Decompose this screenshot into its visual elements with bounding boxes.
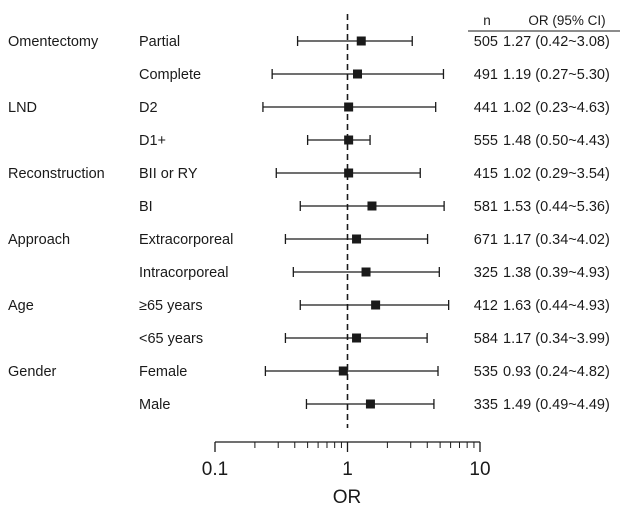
or-point xyxy=(352,333,362,343)
or-point xyxy=(338,366,348,376)
header-or-ci: OR (95% CI) xyxy=(528,13,605,28)
or-ci-value: 1.02 (0.29~3.54) xyxy=(503,166,610,182)
or-ci-value: 1.48 (0.50~4.43) xyxy=(503,133,610,149)
subgroup-label: Partial xyxy=(139,34,180,50)
or-point xyxy=(361,267,371,277)
or-ci-value: 1.38 (0.39~4.93) xyxy=(503,265,610,281)
or-point xyxy=(356,36,366,46)
n-value: 505 xyxy=(474,34,498,50)
or-point xyxy=(344,102,354,112)
n-value: 325 xyxy=(474,265,498,281)
n-value: 335 xyxy=(474,397,498,413)
or-point xyxy=(344,168,354,178)
or-ci-value: 1.63 (0.44~4.93) xyxy=(503,298,610,314)
subgroup-label: D2 xyxy=(139,100,158,116)
or-ci-value: 0.93 (0.24~4.82) xyxy=(503,364,610,380)
n-value: 584 xyxy=(474,331,498,347)
group-label: LND xyxy=(8,100,37,116)
or-point xyxy=(365,399,375,409)
subgroup-label: BII or RY xyxy=(139,166,198,182)
or-ci-value: 1.27 (0.42~3.08) xyxy=(503,34,610,50)
subgroup-label: Intracorporeal xyxy=(139,265,228,281)
n-value: 555 xyxy=(474,133,498,149)
group-label: Gender xyxy=(8,364,57,380)
subgroup-label: D1+ xyxy=(139,133,166,149)
subgroup-label: <65 years xyxy=(139,331,203,347)
or-point xyxy=(344,135,354,145)
or-point xyxy=(367,201,377,211)
or-ci-value: 1.17 (0.34~4.02) xyxy=(503,232,610,248)
or-ci-value: 1.53 (0.44~5.36) xyxy=(503,199,610,215)
group-label: Omentectomy xyxy=(8,34,99,50)
or-point xyxy=(352,234,362,244)
tick-label: 10 xyxy=(469,459,490,480)
n-value: 671 xyxy=(474,232,498,248)
or-ci-value: 1.02 (0.23~4.63) xyxy=(503,100,610,116)
n-value: 491 xyxy=(474,67,498,83)
subgroup-label: BI xyxy=(139,199,153,215)
subgroup-label: Extracorporeal xyxy=(139,232,233,248)
tick-label: 0.1 xyxy=(202,459,228,480)
or-ci-value: 1.49 (0.49~4.49) xyxy=(503,397,610,413)
tick-label: 1 xyxy=(342,459,353,480)
x-axis: 0.1 1 10 xyxy=(202,441,491,480)
or-point xyxy=(371,300,381,310)
n-value: 581 xyxy=(474,199,498,215)
n-value: 415 xyxy=(474,166,498,182)
header-n: n xyxy=(483,13,491,28)
x-axis-title: OR xyxy=(333,487,362,508)
subgroup-label: ≥65 years xyxy=(139,298,203,314)
n-value: 535 xyxy=(474,364,498,380)
subgroup-label: Complete xyxy=(139,67,201,83)
group-label: Reconstruction xyxy=(8,166,105,182)
or-ci-value: 1.17 (0.34~3.99) xyxy=(503,331,610,347)
group-label: Age xyxy=(8,298,34,314)
group-label: Approach xyxy=(8,232,70,248)
n-value: 412 xyxy=(474,298,498,314)
or-point xyxy=(353,69,363,79)
or-ci-value: 1.19 (0.27~5.30) xyxy=(503,67,610,83)
rows-layer: Omentectomy Partial 505 1.27 (0.42~3.08) Com… xyxy=(8,34,610,413)
subgroup-label: Female xyxy=(139,364,187,380)
subgroup-label: Male xyxy=(139,397,170,413)
n-value: 441 xyxy=(474,100,498,116)
